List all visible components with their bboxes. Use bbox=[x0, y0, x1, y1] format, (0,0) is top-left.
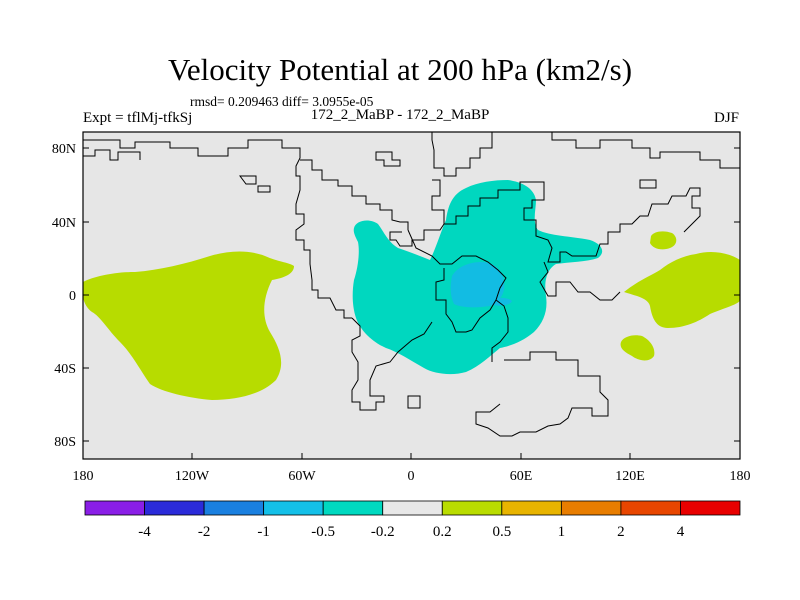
run-comparison-label: 172_2_MaBP - 172_2_MaBP bbox=[310, 107, 490, 123]
colorbar-label: -2 bbox=[198, 524, 211, 540]
colorbar-label: 2 bbox=[617, 524, 625, 540]
positive-anomaly-west-pacific bbox=[624, 252, 740, 328]
colorbar-swatch bbox=[382, 500, 443, 516]
y-tick-label: 80S bbox=[54, 435, 76, 450]
x-tick-label: 180 bbox=[730, 469, 751, 484]
colorbar-label: -4 bbox=[138, 524, 151, 540]
colorbar-label: 0.5 bbox=[492, 524, 511, 540]
x-tick-label: 60W bbox=[288, 469, 316, 484]
rmsd-diff-stats: rmsd= 0.209463 diff= 3.0955e-05 bbox=[190, 94, 374, 109]
colorbar-swatch bbox=[322, 500, 384, 516]
colorbar-swatch bbox=[680, 500, 741, 516]
colorbar-swatch bbox=[203, 500, 265, 516]
strong-negative-small bbox=[490, 297, 512, 306]
colorbar-label: 4 bbox=[677, 524, 685, 540]
colorbar bbox=[84, 500, 741, 516]
x-tick-label: 120E bbox=[615, 469, 645, 484]
x-tick-label: 0 bbox=[408, 469, 415, 484]
colorbar-swatch bbox=[501, 500, 562, 516]
colorbar-swatch bbox=[441, 500, 503, 516]
positive-anomaly-small-south bbox=[620, 335, 655, 361]
season-label: DJF bbox=[713, 110, 739, 126]
colorbar-labels: -4 -2 -1 -0.5 -0.2 0.2 0.5 1 2 4 bbox=[138, 524, 684, 540]
y-tick-label: 0 bbox=[69, 289, 76, 304]
y-tick-label: 80N bbox=[52, 142, 76, 157]
colorbar-swatch bbox=[84, 500, 145, 516]
y-tick-label: 40S bbox=[54, 362, 76, 377]
x-tick-label: 120W bbox=[175, 469, 210, 484]
experiment-label: Expt = tflMj-tfkSj bbox=[83, 110, 193, 126]
colorbar-label: -0.2 bbox=[371, 524, 395, 540]
strong-negative-core bbox=[450, 262, 505, 308]
x-tick-label: 60E bbox=[510, 469, 533, 484]
colorbar-label: -0.5 bbox=[311, 524, 335, 540]
colorbar-swatch bbox=[620, 500, 681, 516]
colorbar-label: -1 bbox=[257, 524, 270, 540]
colorbar-label: 0.2 bbox=[433, 524, 452, 540]
positive-anomaly-small-north bbox=[650, 231, 677, 250]
x-tick-label: 180 bbox=[73, 469, 94, 484]
colorbar-swatch bbox=[263, 500, 324, 516]
colorbar-label: 1 bbox=[558, 524, 566, 540]
colorbar-swatch bbox=[144, 500, 205, 516]
coastlines bbox=[83, 131, 740, 437]
axis-ticks bbox=[82, 147, 741, 459]
positive-anomaly-pacific bbox=[83, 251, 294, 400]
colorbar-swatch bbox=[560, 500, 622, 516]
map-title: Velocity Potential at 200 hPa (km2/s) bbox=[167, 52, 633, 87]
y-tick-label: 40N bbox=[52, 216, 76, 231]
